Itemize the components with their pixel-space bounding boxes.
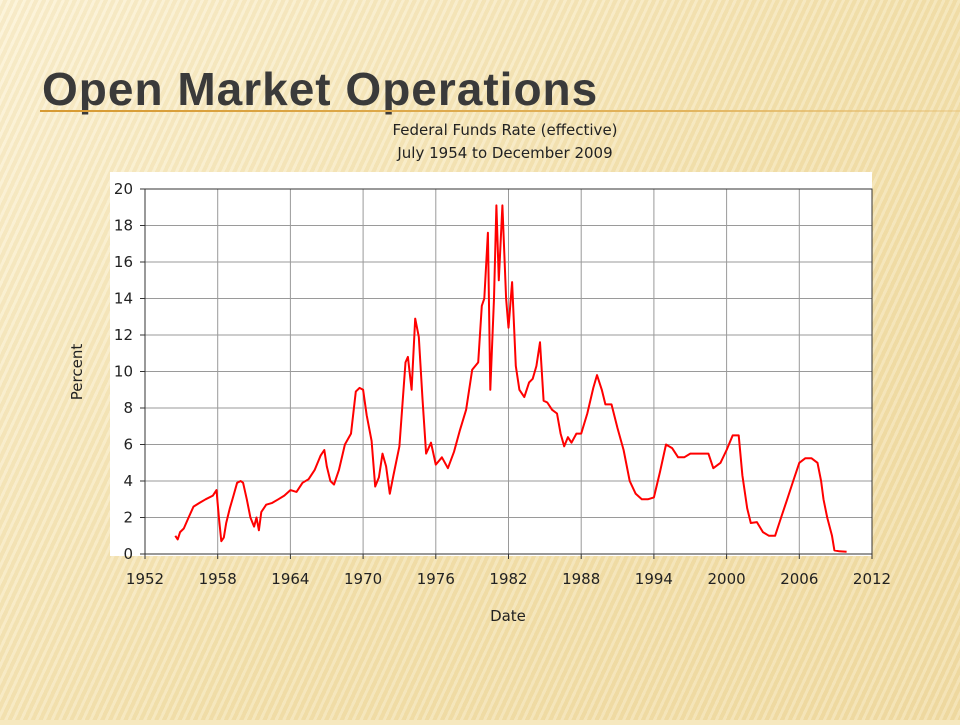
y-tick-label: 0	[123, 545, 133, 563]
series-line	[174, 204, 847, 553]
y-tick-label: 2	[123, 509, 133, 527]
y-tick-label: 4	[123, 472, 133, 490]
y-tick-label: 8	[123, 399, 133, 417]
x-tick-label: 2006	[780, 570, 818, 588]
x-tick-label: 1988	[562, 570, 600, 588]
plot-frame	[144, 188, 873, 555]
x-tick-label: 1982	[489, 570, 527, 588]
y-axis-ticks: 0 2 4 6 8 10 12 14 16 18 20	[114, 180, 145, 563]
x-axis-ticks: 1952 1958 1964 1970 1976 1982 1988 1994 2000 2006…	[126, 554, 891, 588]
x-tick-label: 1952	[126, 570, 164, 588]
x-tick-label: 2000	[708, 570, 746, 588]
x-tick-label: 1958	[199, 570, 237, 588]
y-tick-label: 14	[114, 290, 133, 308]
x-tick-label: 1976	[417, 570, 455, 588]
title-underline	[40, 110, 960, 112]
y-tick-label: 12	[114, 326, 133, 344]
x-tick-label: 1964	[271, 570, 309, 588]
y-axis-label: Percent	[68, 344, 86, 401]
x-axis-label: Date	[490, 607, 526, 625]
y-tick-label: 6	[123, 436, 133, 454]
slide-title: Open Market Operations	[42, 63, 599, 115]
y-tick-label: 20	[114, 180, 133, 198]
x-tick-label: 1994	[635, 570, 673, 588]
y-tick-label: 10	[114, 363, 133, 381]
chart-title: Federal Funds Rate (effective)	[392, 121, 617, 139]
x-tick-label: 2012	[853, 570, 891, 588]
x-tick-label: 1970	[344, 570, 382, 588]
chart-subtitle: July 1954 to December 2009	[396, 144, 612, 162]
y-tick-label: 16	[114, 253, 133, 271]
y-tick-label: 18	[114, 217, 133, 235]
